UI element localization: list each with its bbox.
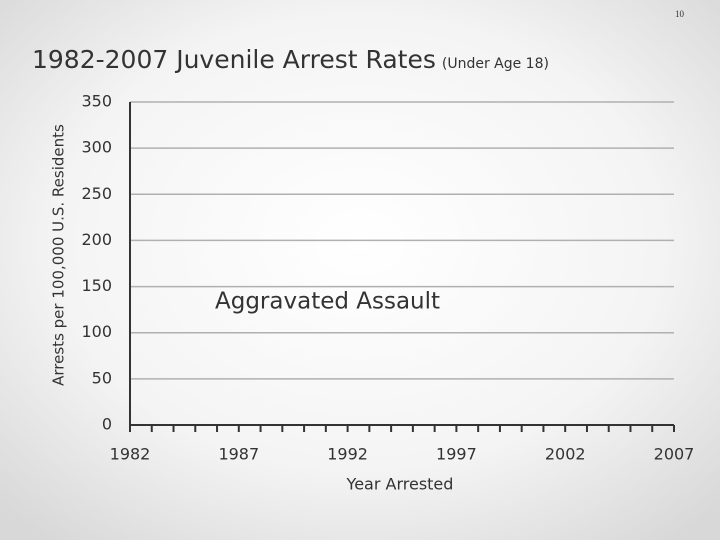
y-tick-label: 150 [81,276,112,295]
x-tick-label: 2002 [545,445,586,464]
y-tick-label: 300 [81,138,112,157]
y-axis-label: Arrests per 100,000 U.S. Residents [50,124,68,386]
x-tick-label: 1997 [436,445,477,464]
y-tick-label: 350 [81,92,112,111]
y-tick-label: 250 [81,184,112,203]
x-tick-label: 2007 [654,445,695,464]
chart-subtitle: (Under Age 18) [442,56,549,72]
y-tick-label: 200 [81,230,112,249]
x-tick-label: 1992 [327,445,368,464]
x-axis-label: Year Arrested [346,475,454,494]
page-number: 10 [675,9,685,19]
x-tick-label: 1987 [218,445,259,464]
y-tick-label: 100 [81,322,112,341]
annotation: Aggravated Assault [215,289,440,315]
chart-title: 1982-2007 Juvenile Arrest Rates [32,45,436,74]
y-tick-label: 0 [102,415,112,434]
y-tick-label: 50 [92,368,112,387]
x-tick-label: 1982 [110,445,151,464]
